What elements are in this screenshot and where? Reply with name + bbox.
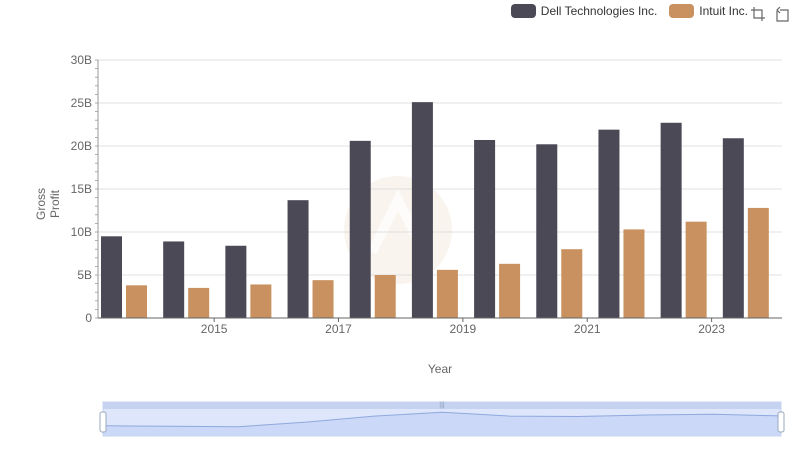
bar-dell-2020: [474, 139, 496, 318]
slider-handle-left: [99, 411, 107, 433]
legend-label-dell: Dell Technologies Inc.: [540, 4, 658, 18]
y-tick-label: 5B: [77, 268, 92, 282]
bar-dell-2016: [225, 245, 247, 318]
data-zoom-slider[interactable]: |||: [99, 401, 785, 437]
bar-intuit-2020: [499, 263, 521, 318]
bar-series: [101, 102, 769, 318]
legend-item-intuit[interactable]: Intuit Inc.: [669, 4, 748, 18]
legend-label-intuit: Intuit Inc.: [699, 4, 748, 18]
y-tick-label: 0: [85, 311, 92, 325]
x-axis-title: Year: [427, 362, 453, 376]
bar-dell-2023: [660, 122, 682, 318]
slider-overview-line: [102, 411, 782, 428]
bar-intuit-2016: [250, 284, 272, 318]
bar-intuit-2021: [561, 249, 583, 318]
x-tick-label: 2021: [574, 322, 601, 336]
y-axis: 0 5B 10B 15B 20B 25B 30B: [71, 53, 99, 325]
bar-intuit-2017: [312, 280, 334, 318]
slider-handle-right: [777, 411, 785, 433]
bar-dell-2021: [536, 144, 558, 318]
bar-dell-2015: [163, 241, 185, 318]
x-tick-label: 2023: [698, 322, 725, 336]
zoom-select-icon[interactable]: [750, 6, 766, 22]
y-tick-label: 25B: [71, 96, 92, 110]
bar-intuit-2018: [374, 275, 396, 318]
bar-intuit-2014: [126, 285, 147, 318]
bar-intuit-2015: [188, 287, 210, 318]
x-tick-label: 2017: [325, 322, 352, 336]
legend-swatch-intuit: [669, 4, 695, 18]
bar-dell-2017: [287, 200, 309, 318]
bar-intuit-2023: [685, 221, 707, 318]
legend-swatch-dell: [510, 4, 536, 18]
x-axis: 2015 2017 2019 2021 2023: [98, 317, 782, 336]
bar-intuit-2024: [747, 207, 769, 318]
slider-grip: |||: [439, 402, 445, 409]
bar-dell-2022: [598, 129, 620, 318]
bar-intuit-2019: [436, 269, 458, 318]
x-tick-label: 2019: [450, 322, 477, 336]
bar-dell-2024: [722, 138, 744, 318]
slider-overview-area: [103, 412, 781, 436]
legend-item-dell[interactable]: Dell Technologies Inc.: [510, 4, 658, 18]
y-tick-label: 10B: [71, 225, 92, 239]
bar-dell-2014: [101, 236, 122, 318]
y-tick-label: 20B: [71, 139, 92, 153]
restore-icon[interactable]: [774, 6, 790, 22]
slider-top-bar: [103, 402, 781, 409]
bar-dell-2018: [349, 140, 371, 318]
chart-toolbox: [750, 6, 790, 22]
y-tick-label: 15B: [71, 182, 92, 196]
x-tick-label: 2015: [201, 322, 228, 336]
chart-legend: Dell Technologies Inc. Intuit Inc.: [510, 4, 748, 18]
bar-dell-2019: [411, 102, 433, 318]
bar-intuit-2022: [623, 229, 645, 318]
y-tick-label: 30B: [71, 53, 92, 67]
